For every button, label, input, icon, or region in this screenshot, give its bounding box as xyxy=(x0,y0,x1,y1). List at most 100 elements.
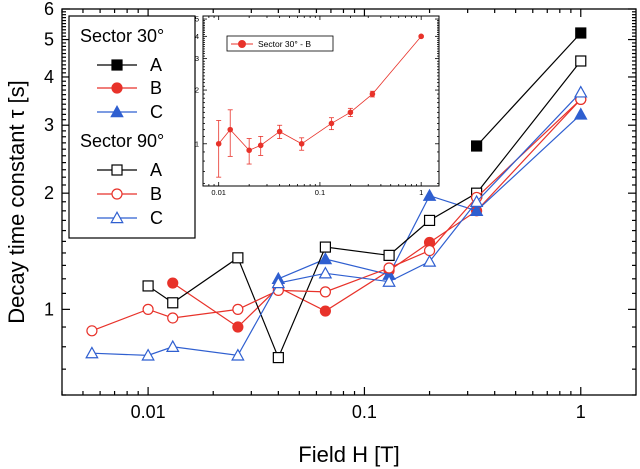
inset-x-tick-label: 0.01 xyxy=(211,188,226,197)
x-axis: 0.01 0.1 1 xyxy=(61,9,586,422)
data-point xyxy=(471,140,483,152)
data-point xyxy=(319,286,331,298)
data-point xyxy=(231,348,245,361)
data-point xyxy=(318,252,333,265)
data-point xyxy=(318,266,333,279)
legend-marker xyxy=(111,59,123,71)
legend-label: C xyxy=(150,102,163,122)
data-point xyxy=(86,325,98,337)
data-point xyxy=(422,254,437,267)
inset-legend-label: Sector 30° - B xyxy=(258,39,311,49)
inset-x-tick-label: 0.1 xyxy=(315,188,325,197)
series-sector-30-c xyxy=(271,107,588,285)
legend-marker xyxy=(111,164,123,176)
legend-label: B xyxy=(150,184,162,204)
data-point xyxy=(232,252,244,264)
x-tick-label: 0.01 xyxy=(131,402,166,422)
legend-label: C xyxy=(150,208,163,228)
inset-series-line xyxy=(218,36,422,151)
inset-data-point xyxy=(215,140,222,147)
inset-data-point xyxy=(328,120,335,127)
inset-series xyxy=(215,33,424,178)
x-tick-label: 1 xyxy=(576,402,586,422)
legend-label: A xyxy=(150,55,162,75)
data-point xyxy=(165,339,180,352)
data-point xyxy=(575,27,587,39)
data-point xyxy=(142,303,154,315)
data-point xyxy=(382,274,396,287)
series-sector-90-a xyxy=(142,55,587,364)
inset-y-tick-label: 2 xyxy=(195,86,199,95)
data-point xyxy=(422,188,437,201)
series-line xyxy=(91,91,582,357)
data-point xyxy=(167,312,179,324)
inset-chart: 0.01 0.1 1 1 2 3 4 5 Sector 30° - B xyxy=(195,15,440,197)
legend-group-title: Sector 30° xyxy=(80,26,164,46)
data-point xyxy=(85,346,99,359)
inset-data-point xyxy=(369,91,376,97)
series-line xyxy=(476,32,582,147)
legend-marker xyxy=(110,105,124,118)
data-point xyxy=(141,348,155,361)
y-tick-label: 1 xyxy=(44,299,54,319)
series-sector-90-c xyxy=(85,85,588,361)
data-point xyxy=(142,280,154,292)
legend-entry: B xyxy=(97,184,162,204)
y-tick-label: 6 xyxy=(44,0,54,19)
legend-marker xyxy=(110,211,124,224)
y-tick-label: 3 xyxy=(44,115,54,135)
legend-marker xyxy=(111,82,123,94)
series-line xyxy=(91,98,582,332)
legend-entry: A xyxy=(97,160,162,180)
data-point xyxy=(383,249,395,261)
inset-data-point xyxy=(276,128,283,135)
legend-label: B xyxy=(150,78,162,98)
y-tick-label: 2 xyxy=(44,183,54,203)
data-point xyxy=(469,203,484,217)
legend-group-title: Sector 90° xyxy=(80,131,164,151)
data-point xyxy=(574,85,588,98)
inset-data-point xyxy=(227,126,234,133)
data-point xyxy=(319,241,331,253)
legend-label: A xyxy=(150,160,162,180)
data-point xyxy=(319,305,331,317)
inset-data-point xyxy=(298,140,305,147)
data-point xyxy=(423,214,436,227)
inset-y-tick-label: 5 xyxy=(195,15,199,24)
data-point xyxy=(469,194,484,207)
data-point xyxy=(167,277,179,289)
legend-entry: C xyxy=(97,208,163,228)
legend-marker xyxy=(111,188,123,200)
main-series-layer xyxy=(85,27,588,364)
y-axis-title: Decay time constant τ [s] xyxy=(4,80,29,323)
inset-legend: Sector 30° - B xyxy=(226,35,334,52)
inset-y-tick-label: 3 xyxy=(195,54,199,63)
data-point xyxy=(575,55,587,67)
inset-data-point xyxy=(246,147,252,154)
data-point xyxy=(272,351,284,364)
inset-y-tick-label: 1 xyxy=(195,139,199,148)
data-point xyxy=(232,303,244,315)
y-tick-label: 4 xyxy=(44,67,54,87)
data-point xyxy=(271,276,286,289)
data-point xyxy=(383,262,395,274)
data-point xyxy=(574,107,588,120)
series-line xyxy=(172,98,582,328)
legend-entry: A xyxy=(97,55,162,75)
inset-data-point xyxy=(418,33,424,40)
inset-x-tick-label: 1 xyxy=(419,188,423,197)
data-point xyxy=(232,321,244,333)
series-sector-30-a xyxy=(471,27,587,152)
inset-data-point xyxy=(257,142,264,149)
data-point xyxy=(423,244,436,257)
series-line xyxy=(278,113,582,280)
x-tick-label: 0.1 xyxy=(352,402,377,422)
inset-legend-marker xyxy=(238,40,246,48)
y-tick-label: 5 xyxy=(44,30,54,50)
legend-entry: C xyxy=(97,102,163,122)
inset-data-point xyxy=(347,109,354,116)
data-point xyxy=(167,297,179,309)
y-axis: 1 2 3 4 5 6 xyxy=(44,0,636,396)
